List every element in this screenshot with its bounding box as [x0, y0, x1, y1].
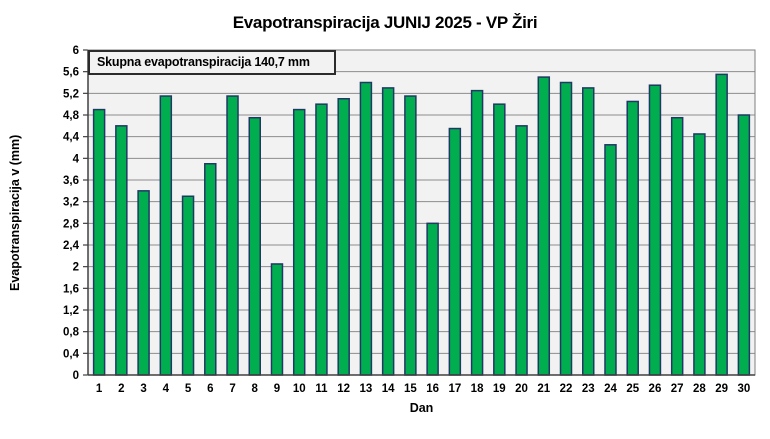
x-tick-label: 4	[163, 383, 170, 395]
bar-day-1	[92, 108, 106, 376]
x-tick-label: 26	[649, 383, 662, 395]
bar-day-11	[315, 103, 328, 376]
x-tick-label: 22	[560, 383, 573, 395]
plot-area	[88, 50, 755, 375]
x-tick-label: 19	[493, 383, 506, 395]
bar-day-25	[626, 100, 639, 376]
y-tick-label: 2,4	[63, 240, 80, 252]
bar-day-9	[270, 263, 284, 376]
x-tick-label: 15	[404, 383, 417, 395]
x-tick-label: 29	[715, 383, 728, 395]
bar-day-28	[693, 133, 706, 376]
bar-day-23	[582, 87, 595, 376]
bar-day-21	[537, 76, 551, 376]
chart-title: Evapotranspiracija JUNIJ 2025 - VP Žiri	[232, 13, 538, 32]
x-tick-label: 6	[207, 383, 213, 395]
x-tick-label: 17	[448, 383, 461, 395]
x-tick-label: 27	[671, 383, 684, 395]
bar-day-14	[381, 87, 395, 376]
y-tick-label: 5,6	[63, 67, 79, 79]
bar-day-12	[337, 98, 350, 376]
y-tick-label: 0,4	[63, 348, 80, 360]
y-tick-label: 3,2	[63, 197, 79, 209]
bar-day-2	[115, 125, 128, 376]
x-tick-label: 24	[604, 383, 617, 395]
bar-day-19	[493, 103, 506, 376]
bar-day-6	[204, 163, 217, 376]
y-tick-label: 4,4	[63, 132, 80, 144]
x-tick-label: 13	[360, 383, 373, 395]
bar-day-13	[359, 81, 373, 376]
bar-day-15	[404, 95, 417, 376]
bar-day-27	[670, 116, 684, 376]
x-tick-label: 1	[96, 383, 103, 395]
x-axis-title: Dan	[409, 401, 434, 415]
bar-day-17	[448, 127, 462, 376]
x-tick-label: 5	[185, 383, 192, 395]
x-tick-label: 25	[626, 383, 639, 395]
bar-day-10	[292, 108, 306, 376]
x-tick-label: 28	[693, 383, 706, 395]
bar-day-30	[737, 114, 751, 376]
y-tick-label: 0,8	[63, 327, 80, 339]
x-tick-label: 10	[293, 383, 306, 395]
bar-day-8	[248, 116, 261, 376]
x-tick-label: 8	[252, 383, 259, 395]
x-tick-label: 23	[582, 383, 595, 395]
y-tick-label: 2,8	[63, 218, 80, 230]
x-tick-label: 3	[140, 383, 146, 395]
x-tick-label: 30	[737, 383, 750, 395]
x-tick-label: 14	[382, 383, 395, 395]
bar-day-16	[426, 222, 439, 376]
x-tick-label: 16	[426, 383, 439, 395]
bar-day-24	[604, 144, 617, 376]
y-tick-label: 1,6	[63, 283, 79, 295]
y-tick-label: 6	[73, 45, 79, 57]
bar-day-4	[159, 95, 173, 376]
x-tick-label: 2	[118, 383, 124, 395]
x-tick-label: 12	[337, 383, 350, 395]
bar-day-20	[515, 125, 528, 376]
x-tick-label: 11	[315, 383, 328, 395]
y-tick-label: 5,2	[63, 88, 79, 100]
y-tick-label: 2	[73, 262, 79, 274]
bar-day-3	[137, 190, 150, 376]
bar-day-22	[559, 81, 573, 376]
bar-day-18	[470, 89, 484, 376]
y-tick-label: 1,2	[63, 305, 79, 317]
bar-day-26	[648, 84, 662, 376]
total-annotation: Skupna evapotranspiracija 140,7 mm	[88, 50, 336, 75]
y-tick-label: 4,8	[63, 110, 80, 122]
x-tick-label: 9	[274, 383, 280, 395]
bar-day-29	[715, 73, 728, 376]
y-tick-label: 4	[73, 153, 80, 165]
x-tick-label: 20	[515, 383, 528, 395]
y-tick-label: 3,6	[63, 175, 79, 187]
x-tick-label: 18	[471, 383, 484, 395]
bar-day-7	[226, 95, 239, 376]
y-tick-label: 0	[73, 370, 79, 382]
bar-day-5	[181, 195, 195, 376]
x-tick-label: 7	[229, 383, 235, 395]
x-tick-label: 21	[537, 383, 550, 395]
